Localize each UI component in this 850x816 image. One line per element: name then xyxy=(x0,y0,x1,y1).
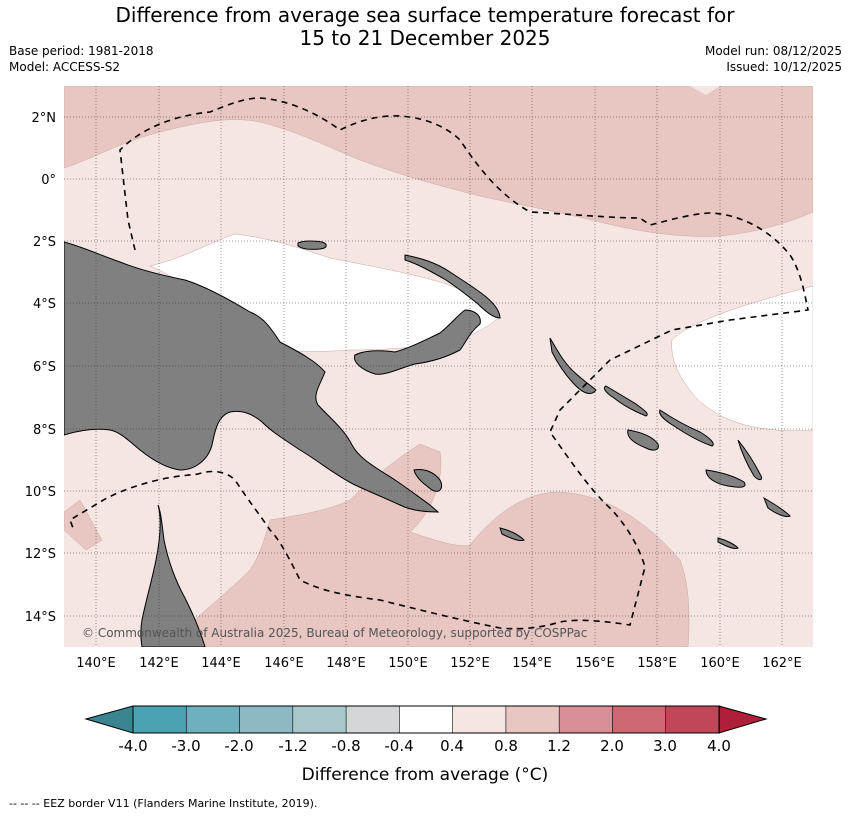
land-new-guinea xyxy=(64,241,440,513)
land-bougainville xyxy=(549,337,597,394)
issued-date: Issued: 10/12/2025 xyxy=(726,60,842,74)
land-rennell xyxy=(717,537,739,549)
colorbar-tick-label: 0.8 xyxy=(494,737,518,755)
land-guadalcanal xyxy=(627,429,659,451)
lon-tick: 158°E xyxy=(637,656,677,671)
colorbar-tick-label: 3.0 xyxy=(653,737,677,755)
lon-tick: 142°E xyxy=(139,656,179,671)
anomaly-region-southwest xyxy=(64,499,103,551)
lon-tick: 146°E xyxy=(264,656,304,671)
lat-tick: 0° xyxy=(41,173,56,188)
anomaly-region-notch xyxy=(690,86,720,95)
colorbar-over-arrow xyxy=(718,705,768,734)
land-makira xyxy=(705,469,746,488)
lat-tick: 4°S xyxy=(33,297,56,312)
anomaly-region-north xyxy=(64,86,813,237)
land-manus xyxy=(297,240,327,250)
base-period: Base period: 1981-2018 xyxy=(9,44,154,58)
lon-tick: 144°E xyxy=(201,656,241,671)
lat-tick: 10°S xyxy=(25,485,56,500)
title-line-2: 15 to 21 December 2025 xyxy=(299,26,551,50)
land-dentrecasteaux xyxy=(413,469,443,492)
copyright-notice: © Commonwealth of Australia 2025, Bureau… xyxy=(82,626,587,640)
colorbar-tick-label: -3.0 xyxy=(171,737,200,755)
colorbar-swatch xyxy=(612,705,667,734)
lon-tick: 162°E xyxy=(762,656,802,671)
colorbar-swatch xyxy=(399,705,454,734)
colorbar-tick-label: -0.8 xyxy=(331,737,360,755)
colorbar-swatch xyxy=(292,705,347,734)
model-run: Model run: 08/12/2025 xyxy=(704,44,842,58)
lat-tick: 14°S xyxy=(25,610,56,625)
model-name: Model: ACCESS-S2 xyxy=(9,60,121,74)
colorbar-outline xyxy=(132,705,720,734)
latitude-labels: 2°N 0° 2°S 4°S 6°S 8°S 10°S 12°S 14°S xyxy=(25,111,56,625)
colorbar-tick-label: -0.4 xyxy=(384,737,413,755)
colorbar-tick-label: 0.4 xyxy=(440,737,464,755)
colorbar-swatch xyxy=(185,705,241,734)
longitude-labels: 140°E 142°E 144°E 146°E 148°E 150°E 152°… xyxy=(76,656,802,671)
colorbar-tick-label: -2.0 xyxy=(224,737,253,755)
colorbar-under-arrow xyxy=(84,705,134,734)
land-cape-york xyxy=(140,504,206,647)
land-new-ireland xyxy=(404,254,501,319)
land-temotu xyxy=(762,496,791,517)
chart-title: Difference from average sea surface temp… xyxy=(0,4,850,50)
lat-tick: 2°S xyxy=(33,235,56,250)
graticule xyxy=(64,86,813,647)
colorbar-swatch xyxy=(665,705,720,734)
lon-tick: 152°E xyxy=(450,656,490,671)
land-choiseul xyxy=(603,385,648,417)
eez-border xyxy=(69,97,809,630)
title-line-1: Difference from average sea surface temp… xyxy=(115,3,735,27)
colorbar-swatch xyxy=(452,705,507,734)
land-louisiade xyxy=(499,527,525,541)
colorbar-swatch xyxy=(505,705,560,734)
colorbar-tick-label: -4.0 xyxy=(118,737,147,755)
meta-right: Model run: 08/12/2025 Issued: 10/12/2025 xyxy=(705,43,842,75)
land-malaita xyxy=(737,439,763,481)
colorbar-title: Difference from average (°C) xyxy=(302,765,549,785)
colorbar: -4.0 -3.0 -2.0 -1.2 -0.8 -0.4 0.4 0.8 1.… xyxy=(84,705,768,785)
lat-tick: 8°S xyxy=(33,423,56,438)
colorbar-swatch xyxy=(558,705,614,734)
map-area: © Commonwealth of Australia 2025, Bureau… xyxy=(64,86,813,647)
lon-tick: 154°E xyxy=(512,656,552,671)
colorbar-swatches xyxy=(132,705,720,734)
lon-tick: 156°E xyxy=(575,656,615,671)
colorbar-tick-label: 2.0 xyxy=(600,737,624,755)
colorbar-swatch xyxy=(132,705,188,734)
lon-tick: 160°E xyxy=(700,656,740,671)
lat-tick: 6°S xyxy=(33,360,56,375)
lon-tick: 140°E xyxy=(76,656,116,671)
lat-tick: 2°N xyxy=(32,111,57,126)
lon-tick: 148°E xyxy=(326,656,366,671)
land-isabel xyxy=(659,409,714,447)
lon-tick: 150°E xyxy=(388,656,428,671)
colorbar-swatch xyxy=(345,705,401,734)
colorbar-tick-label: 1.2 xyxy=(547,737,571,755)
colorbar-tick-label: -1.2 xyxy=(278,737,307,755)
meta-left: Base period: 1981-2018 Model: ACCESS-S2 xyxy=(9,43,154,75)
eez-footnote: -- -- -- EEZ border V11 (Flanders Marine… xyxy=(9,797,318,810)
colorbar-swatch xyxy=(239,705,294,734)
colorbar-tick-label: 4.0 xyxy=(707,737,731,755)
lat-tick: 12°S xyxy=(25,547,56,562)
